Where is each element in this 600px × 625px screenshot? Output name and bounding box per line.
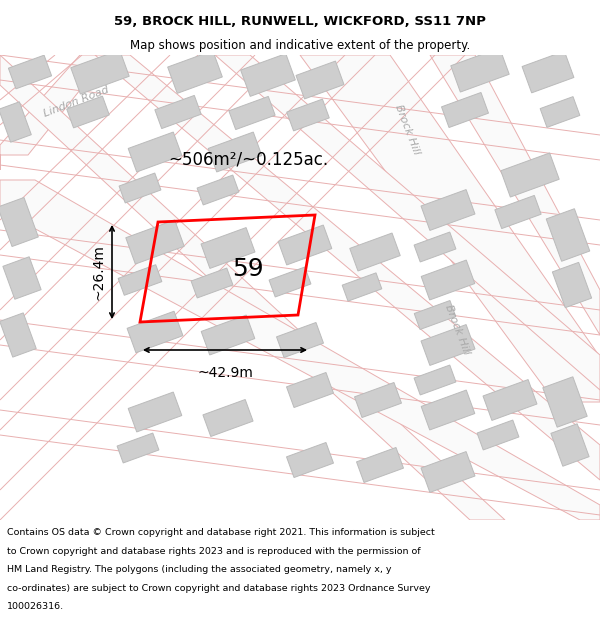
Polygon shape xyxy=(126,220,184,264)
Polygon shape xyxy=(430,55,600,335)
Polygon shape xyxy=(3,257,41,299)
Polygon shape xyxy=(197,175,239,205)
Polygon shape xyxy=(215,55,600,390)
Polygon shape xyxy=(300,55,600,402)
Polygon shape xyxy=(421,390,475,430)
Polygon shape xyxy=(201,228,255,268)
Polygon shape xyxy=(483,379,537,421)
Polygon shape xyxy=(421,452,475,493)
Polygon shape xyxy=(229,96,275,129)
Polygon shape xyxy=(540,97,580,128)
Polygon shape xyxy=(477,420,519,450)
Polygon shape xyxy=(8,55,52,89)
Polygon shape xyxy=(355,382,401,418)
Polygon shape xyxy=(551,424,589,466)
Polygon shape xyxy=(342,273,382,301)
Polygon shape xyxy=(0,55,108,170)
Polygon shape xyxy=(67,96,109,128)
Polygon shape xyxy=(451,48,509,92)
Polygon shape xyxy=(95,55,600,480)
Polygon shape xyxy=(421,260,475,300)
Text: Lindon Road: Lindon Road xyxy=(42,85,110,119)
Text: Map shows position and indicative extent of the property.: Map shows position and indicative extent… xyxy=(130,39,470,51)
Polygon shape xyxy=(414,365,456,395)
Polygon shape xyxy=(0,198,38,246)
Polygon shape xyxy=(128,392,182,432)
Polygon shape xyxy=(414,301,456,329)
Polygon shape xyxy=(241,54,295,96)
Polygon shape xyxy=(203,399,253,436)
Polygon shape xyxy=(553,262,592,308)
Polygon shape xyxy=(421,324,475,366)
Text: Brock Hill: Brock Hill xyxy=(393,104,421,156)
Polygon shape xyxy=(119,173,161,203)
Polygon shape xyxy=(167,51,223,93)
Polygon shape xyxy=(0,55,505,520)
Text: 59, BROCK HILL, RUNWELL, WICKFORD, SS11 7NP: 59, BROCK HILL, RUNWELL, WICKFORD, SS11 … xyxy=(114,16,486,28)
Polygon shape xyxy=(208,132,262,172)
Polygon shape xyxy=(71,50,129,94)
Polygon shape xyxy=(522,51,574,93)
Text: ~42.9m: ~42.9m xyxy=(197,366,253,380)
Polygon shape xyxy=(543,377,587,428)
Polygon shape xyxy=(0,313,36,357)
Polygon shape xyxy=(127,311,183,352)
Text: to Crown copyright and database rights 2023 and is reproduced with the permissio: to Crown copyright and database rights 2… xyxy=(7,547,421,556)
Text: ~26.4m: ~26.4m xyxy=(92,244,106,300)
Polygon shape xyxy=(118,265,162,295)
Polygon shape xyxy=(0,180,600,520)
Polygon shape xyxy=(269,267,311,297)
Polygon shape xyxy=(201,315,255,355)
Polygon shape xyxy=(414,232,456,262)
Polygon shape xyxy=(278,225,332,265)
Polygon shape xyxy=(546,209,590,261)
Polygon shape xyxy=(421,189,475,231)
Polygon shape xyxy=(442,92,488,128)
Polygon shape xyxy=(287,372,334,408)
Polygon shape xyxy=(296,61,344,99)
Text: co-ordinates) are subject to Crown copyright and database rights 2023 Ordnance S: co-ordinates) are subject to Crown copyr… xyxy=(7,584,431,592)
Polygon shape xyxy=(117,433,159,463)
Polygon shape xyxy=(155,96,201,129)
Polygon shape xyxy=(191,268,233,298)
Polygon shape xyxy=(350,233,400,271)
Text: Contains OS data © Crown copyright and database right 2021. This information is : Contains OS data © Crown copyright and d… xyxy=(7,528,435,538)
Text: Brock Hill: Brock Hill xyxy=(443,304,471,356)
Polygon shape xyxy=(287,442,334,478)
Polygon shape xyxy=(356,448,403,482)
Text: 59: 59 xyxy=(232,256,263,281)
Polygon shape xyxy=(495,196,541,229)
Text: 100026316.: 100026316. xyxy=(7,602,64,611)
Text: HM Land Registry. The polygons (including the associated geometry, namely x, y: HM Land Registry. The polygons (includin… xyxy=(7,565,392,574)
Text: ~506m²/~0.125ac.: ~506m²/~0.125ac. xyxy=(168,151,328,169)
Polygon shape xyxy=(277,322,323,357)
Polygon shape xyxy=(0,102,31,142)
Polygon shape xyxy=(501,153,559,197)
Polygon shape xyxy=(287,99,329,131)
Polygon shape xyxy=(128,132,182,172)
